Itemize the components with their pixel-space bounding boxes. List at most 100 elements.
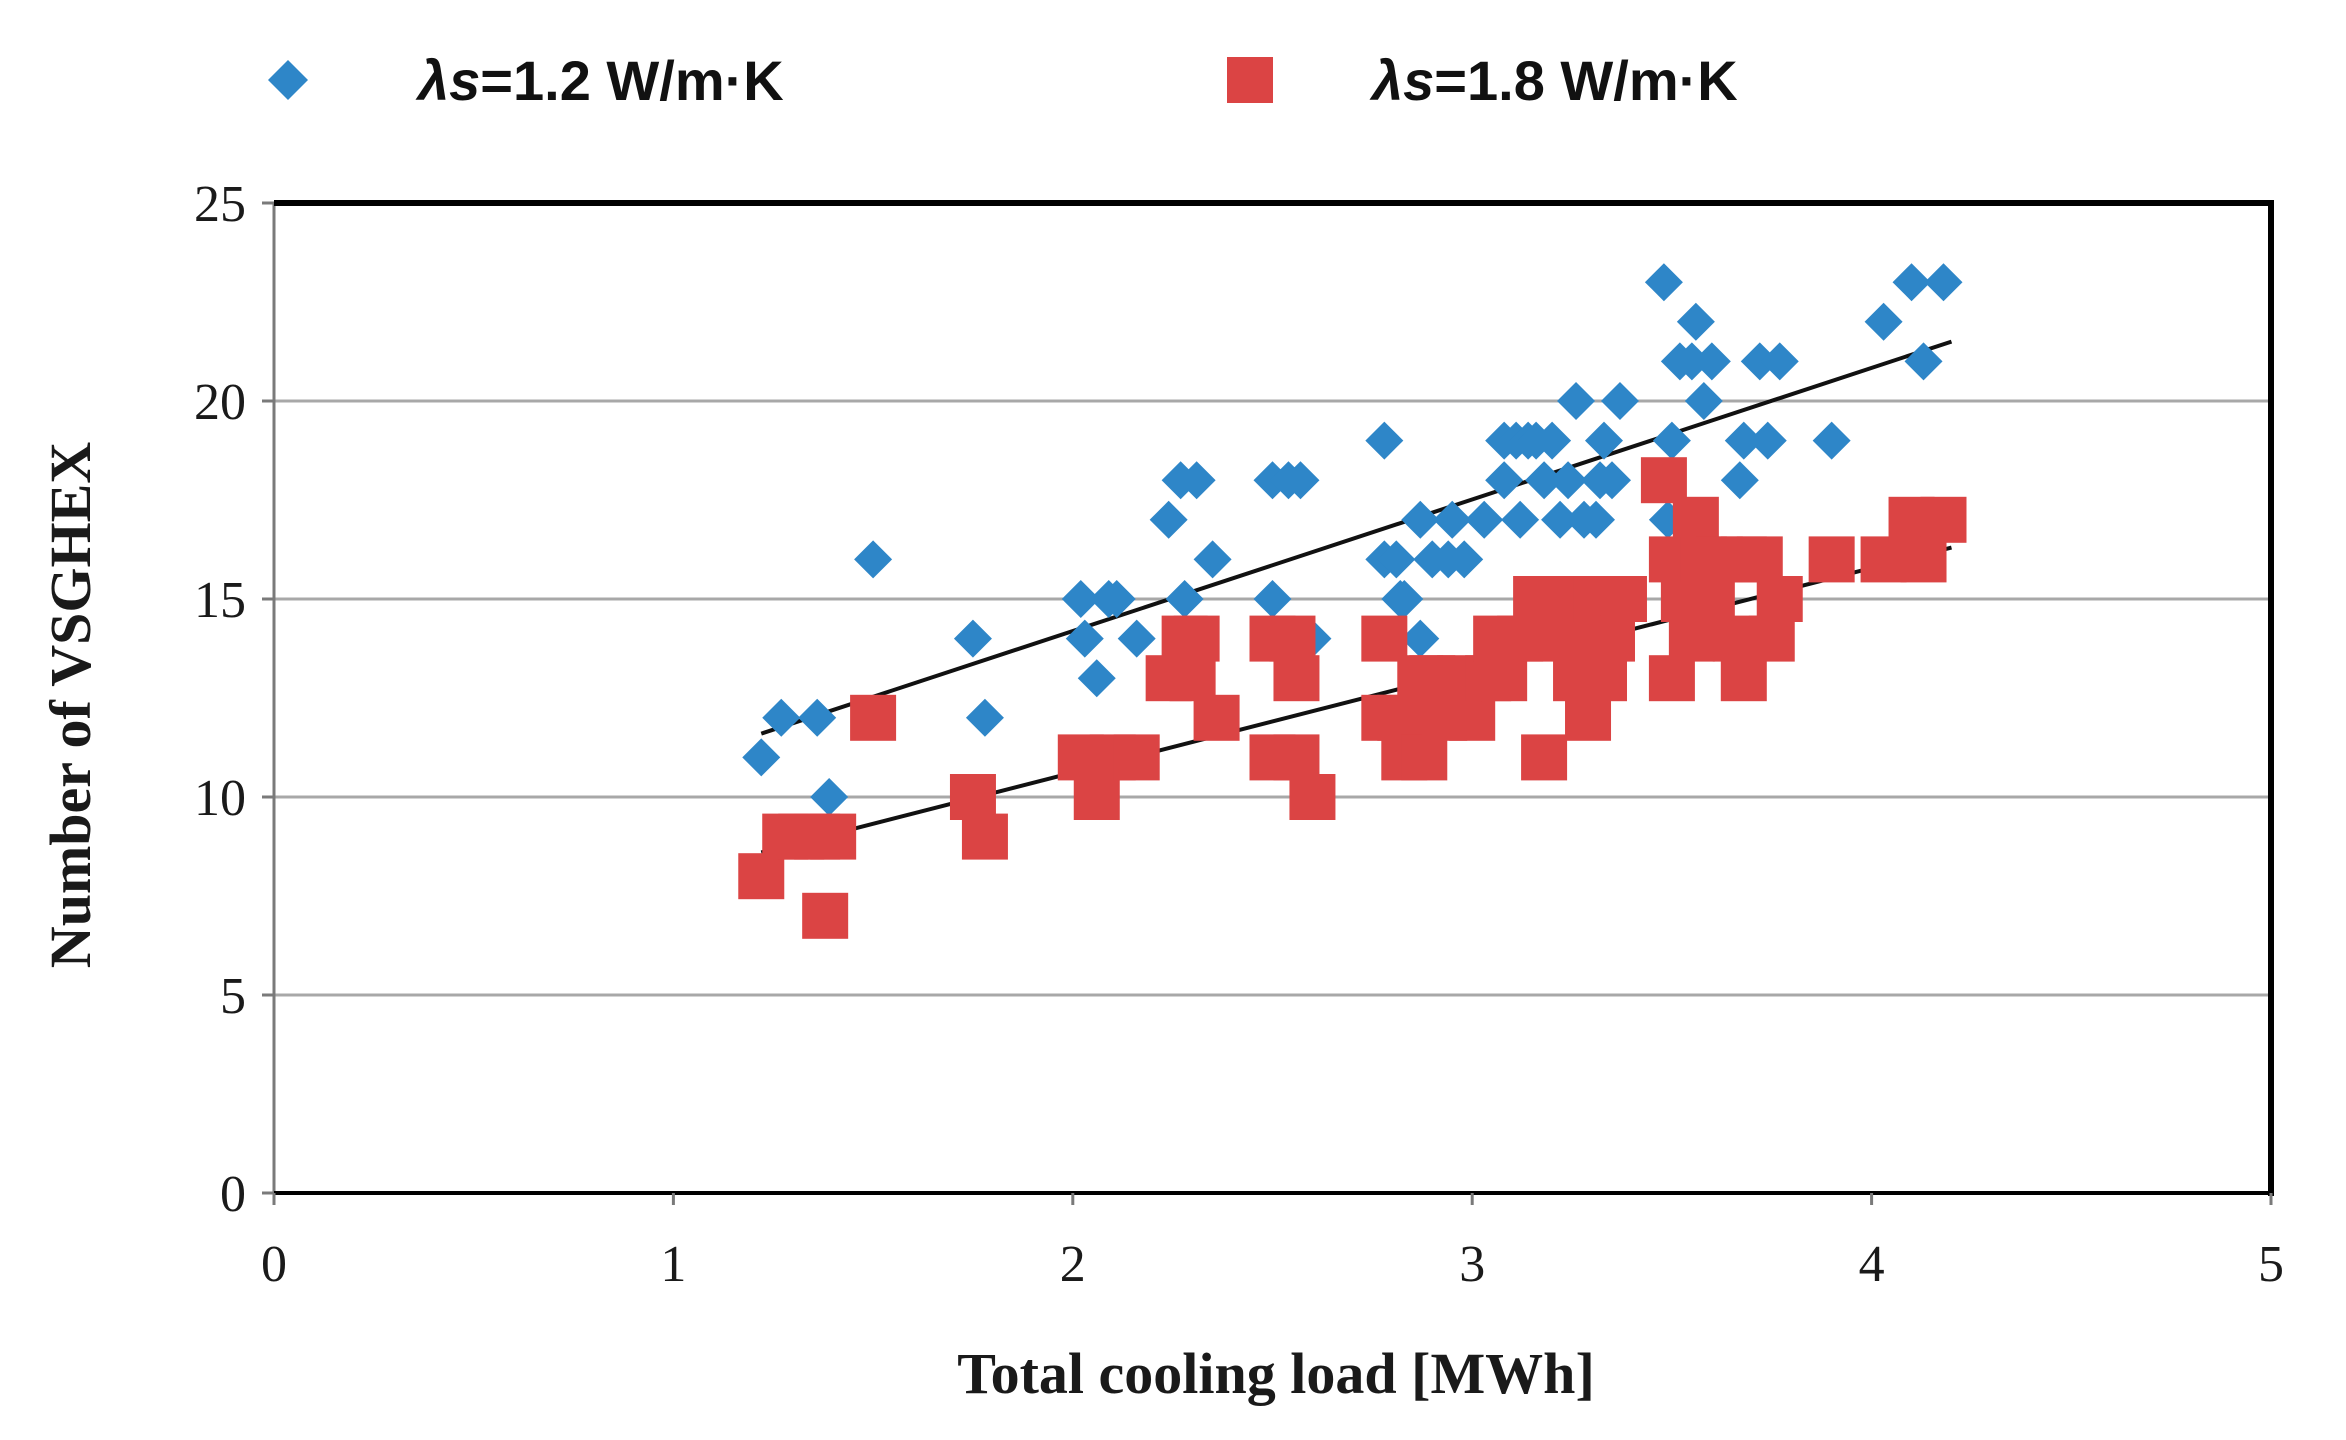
series-2-point-68 — [1900, 536, 1947, 583]
series-1-point-58 — [1684, 382, 1723, 420]
series-2-point-36 — [1481, 655, 1528, 702]
series-2-point-5 — [802, 892, 849, 939]
series-1-point-27 — [1385, 580, 1424, 618]
series-1-point-3 — [810, 778, 849, 816]
series-1-point-28 — [1401, 500, 1440, 539]
series-2-point-8 — [961, 813, 1008, 860]
series-2-point-47 — [1581, 655, 1628, 702]
x-tick-label-2: 2 — [1060, 1236, 1086, 1293]
y-tick-label-20: 20 — [194, 374, 246, 431]
series-2-point-45 — [1565, 694, 1612, 741]
series-1-point-64 — [1760, 342, 1799, 381]
series-1-point-12 — [1117, 619, 1156, 658]
frame-layer — [262, 200, 2274, 1205]
x-tick-label-4: 4 — [1859, 1236, 1885, 1293]
series-2-point-7 — [949, 774, 996, 820]
series-2-point-15 — [1169, 655, 1216, 702]
series-1-point-67 — [1892, 263, 1931, 302]
series-1-point-62 — [1740, 342, 1779, 381]
series-1-point-34 — [1465, 500, 1504, 539]
series-1-point-8 — [1065, 619, 1104, 658]
series-1-point-2 — [798, 698, 837, 737]
series-2-point-10 — [1073, 774, 1120, 820]
series-1-point-69 — [1924, 263, 1963, 302]
series-2-points — [738, 457, 1967, 939]
series-2-point-23 — [1289, 774, 1336, 820]
series-2-point-54 — [1668, 615, 1715, 662]
series-1-point-5 — [953, 619, 992, 658]
series-2-point-57 — [1688, 576, 1735, 622]
series-2-point-69 — [1920, 496, 1967, 543]
series-2-point-20 — [1269, 615, 1316, 662]
series-1-point-6 — [965, 698, 1004, 737]
series-2-point-4 — [810, 813, 857, 860]
series-1-point-65 — [1812, 421, 1851, 460]
series-1-point-43 — [1541, 500, 1580, 539]
series-2-point-21 — [1273, 655, 1320, 702]
series-1-point-44 — [1549, 461, 1588, 500]
series-2-point-22 — [1273, 734, 1320, 781]
marks-layer — [738, 263, 1967, 939]
y-tick-label-5: 5 — [220, 968, 246, 1025]
series-2-point-16 — [1173, 615, 1220, 662]
series-1-point-47 — [1577, 500, 1616, 539]
series-2-point-65 — [1808, 536, 1855, 583]
series-2-point-61 — [1720, 655, 1767, 702]
series-1-points — [742, 263, 1963, 816]
series-2-point-64 — [1756, 576, 1803, 622]
x-tick-label-5: 5 — [2258, 1236, 2284, 1293]
series-1-point-57 — [1676, 302, 1715, 341]
series-2-point-50 — [1640, 457, 1687, 504]
series-2-point-0 — [738, 853, 785, 900]
series-1-point-66 — [1864, 302, 1903, 341]
y-tick-label-25: 25 — [194, 176, 246, 233]
series-1-point-50 — [1592, 461, 1631, 500]
series-1-point-0 — [742, 738, 781, 777]
series-1-point-16 — [1165, 580, 1204, 618]
series-1-point-33 — [1445, 540, 1484, 579]
y-tick-label-10: 10 — [194, 770, 246, 827]
series-1-point-60 — [1720, 461, 1759, 500]
series-1-point-35 — [1485, 461, 1524, 500]
series-1-point-15 — [1177, 461, 1216, 500]
legend-label-1: λs=1.2 W/m·K — [415, 49, 784, 112]
series-2-point-26 — [1377, 694, 1424, 741]
y-axis-title: Number of VSGHEX — [38, 442, 103, 968]
series-2-point-63 — [1748, 615, 1795, 662]
series-1-point-63 — [1748, 421, 1787, 460]
series-2-point-49 — [1600, 576, 1647, 622]
series-1-point-59 — [1692, 342, 1731, 381]
series-1-point-49 — [1585, 421, 1624, 460]
series-1-point-51 — [1600, 382, 1639, 420]
series-1-point-11 — [1097, 580, 1136, 618]
series-1-point-29 — [1401, 619, 1440, 658]
legend-entry-2: λs=1.8 W/m·K — [1227, 49, 1738, 112]
legend: λs=1.2 W/m·K λs=1.8 W/m·K — [268, 49, 1738, 112]
y-tick-label-15: 15 — [194, 572, 246, 629]
legend-entry-1: λs=1.2 W/m·K — [268, 49, 784, 112]
x-tick-label-0: 0 — [261, 1236, 287, 1293]
series-2-point-41 — [1521, 734, 1568, 781]
series-1-point-45 — [1557, 382, 1596, 420]
series-1-point-19 — [1253, 580, 1292, 618]
series-1-point-9 — [1077, 659, 1116, 698]
series-1-point-21 — [1281, 461, 1320, 500]
series-1-point-17 — [1193, 540, 1232, 579]
series-1-point-1 — [762, 698, 801, 737]
series-1-point-25 — [1377, 540, 1416, 579]
series-1-point-56 — [1672, 342, 1711, 381]
legend-label-2: λs=1.8 W/m·K — [1369, 49, 1738, 112]
series-2-point-66 — [1860, 536, 1907, 583]
series-2-point-62 — [1736, 536, 1783, 583]
series-1-point-32 — [1433, 500, 1472, 539]
series-2-point-52 — [1648, 655, 1695, 702]
y-tick-label-0: 0 — [220, 1166, 246, 1223]
series-1-point-7 — [1061, 580, 1100, 618]
series-1-point-54 — [1652, 421, 1691, 460]
series-2-point-33 — [1449, 694, 1496, 741]
series-2-point-29 — [1401, 734, 1448, 781]
series-2-point-24 — [1361, 615, 1408, 662]
series-2-point-12 — [1113, 734, 1160, 781]
